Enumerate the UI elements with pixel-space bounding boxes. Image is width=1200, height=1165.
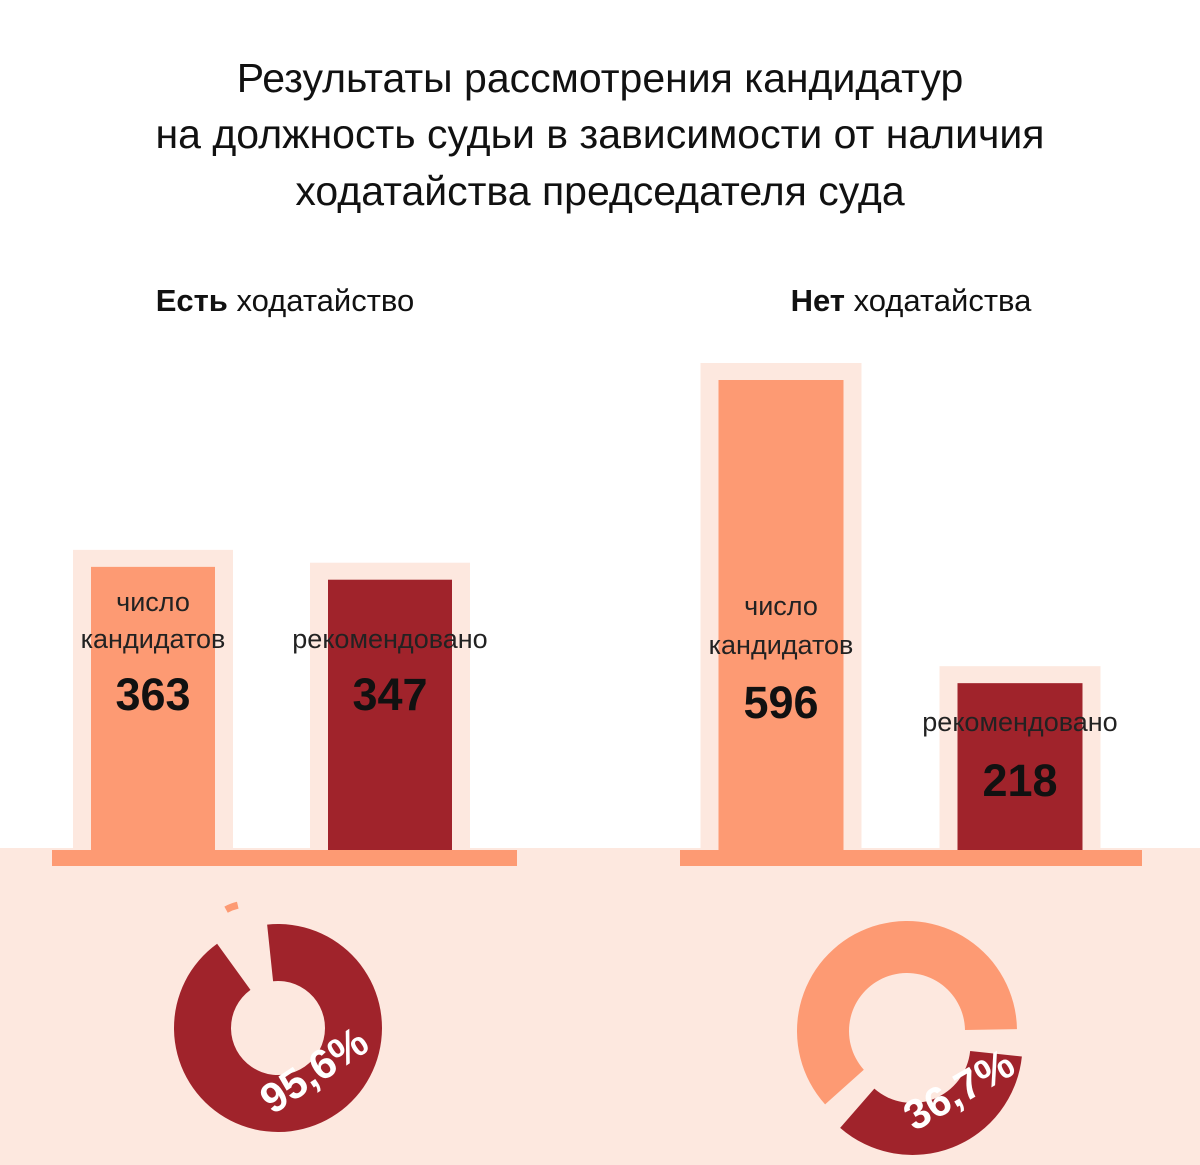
panel-header: Нет ходатайства bbox=[791, 283, 1033, 318]
chart-title: Результаты рассмотрения кандидатур на до… bbox=[156, 55, 1045, 214]
title-line-1: Результаты рассмотрения кандидатур bbox=[237, 55, 964, 101]
panel-header-strong: Есть bbox=[156, 283, 228, 318]
baseline bbox=[680, 850, 1142, 866]
bar-1 bbox=[718, 380, 844, 858]
bar-label-2-line-1: рекомендовано bbox=[922, 707, 1117, 737]
panel-1: Есть ходатайство число кандидатов 363 рекоме… bbox=[52, 283, 517, 1132]
bar-value-2: 218 bbox=[982, 755, 1057, 806]
baseline bbox=[52, 850, 517, 866]
bar-label-1-line-2: кандидатов bbox=[81, 624, 226, 654]
panel-header-rest: ходатайства bbox=[845, 283, 1032, 318]
panel-2: Нет ходатайства число кандидатов 596 рекомен… bbox=[680, 283, 1142, 1155]
bar-value-2: 347 bbox=[352, 669, 427, 720]
chart-panels: Есть ходатайство число кандидатов 363 рекоме… bbox=[52, 283, 1142, 1155]
bar-label-1-line-1: число bbox=[744, 591, 818, 621]
bar-2 bbox=[328, 579, 452, 858]
panel-header-strong: Нет bbox=[791, 283, 845, 318]
bar-value-1: 596 bbox=[743, 677, 818, 728]
donut-share-segment bbox=[173, 924, 382, 1132]
bar-1 bbox=[91, 566, 215, 858]
bar-label-2-line-1: рекомендовано bbox=[292, 624, 487, 654]
title-line-2: на должность судьи в зависимости от нали… bbox=[156, 111, 1045, 157]
panel-header-rest: ходатайство bbox=[228, 283, 414, 318]
panel-header: Есть ходатайство bbox=[156, 283, 415, 318]
donut-remainder-segment bbox=[797, 920, 1017, 1105]
bar-value-1: 363 bbox=[115, 669, 190, 720]
bar-label-1-line-2: кандидатов bbox=[709, 630, 854, 660]
bar-label-1-line-1: число bbox=[116, 587, 190, 617]
title-line-3: ходатайства председателя суда bbox=[295, 168, 904, 214]
bar-2 bbox=[957, 683, 1083, 858]
donut-share-segment bbox=[840, 1051, 1022, 1155]
donut-remainder-segment bbox=[224, 901, 239, 913]
